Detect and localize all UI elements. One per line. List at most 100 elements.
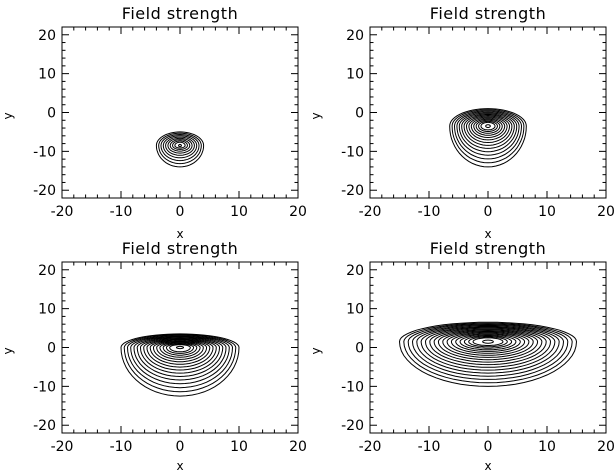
contour-line — [155, 131, 205, 168]
contour-line — [463, 114, 513, 146]
panel-title: Field strength — [122, 239, 238, 258]
x-tick-labels: -20 -10 0 10 20 — [51, 439, 307, 455]
x-tick-label: 0 — [484, 439, 493, 455]
tick-marks — [61, 261, 299, 434]
contour-line — [159, 342, 201, 358]
x-tick-labels: -20 -10 0 10 20 — [359, 204, 615, 220]
contour-line — [146, 339, 214, 368]
contour-line — [450, 332, 526, 354]
contour-line — [468, 116, 508, 141]
contour-lines — [398, 321, 578, 387]
plot-frame — [61, 26, 299, 199]
x-tick-label: -20 — [51, 439, 74, 455]
contour-line — [433, 329, 543, 363]
contour-line — [456, 111, 520, 156]
y-tick-label: 0 — [47, 106, 56, 122]
y-tick-labels: -20 -10 0 10 20 — [341, 263, 364, 434]
x-axis-label: x — [176, 459, 183, 472]
x-axis-label: x — [484, 227, 491, 241]
contour-line — [162, 135, 198, 159]
y-tick-label: 0 — [355, 106, 364, 122]
contour-line — [478, 120, 498, 132]
contour-line — [178, 143, 182, 148]
contour-line — [169, 139, 191, 152]
y-tick-label: 10 — [346, 302, 364, 318]
contour-line — [446, 331, 530, 356]
y-tick-label: 10 — [38, 67, 56, 83]
y-tick-label: 10 — [38, 302, 56, 318]
plot-frame — [61, 261, 299, 434]
x-tick-label: 0 — [176, 439, 185, 455]
contour-line — [160, 133, 200, 162]
contour-line — [468, 336, 508, 348]
y-tick-label: 20 — [38, 263, 56, 279]
contour-line — [172, 140, 188, 150]
x-tick-label: -20 — [51, 204, 74, 220]
y-tick-label: -10 — [341, 144, 364, 160]
contour-line — [416, 325, 560, 374]
y-tick-labels: -20 -10 0 10 20 — [341, 28, 364, 199]
x-axis-label: x — [484, 459, 491, 472]
y-axis-label: y — [1, 112, 15, 119]
contour-line — [398, 321, 578, 387]
x-tick-label: -10 — [418, 439, 441, 455]
x-tick-label: 20 — [289, 204, 307, 220]
x-tick-label: 20 — [597, 204, 615, 220]
contour-line — [424, 327, 552, 368]
contour-lines — [449, 108, 527, 168]
contour-line — [123, 334, 237, 393]
contour-line — [133, 336, 227, 381]
x-tick-labels: -20 -10 0 10 20 — [359, 439, 615, 455]
contour-line — [451, 109, 525, 164]
y-tick-label: -20 — [341, 418, 364, 434]
contour-line — [407, 323, 569, 380]
contour-line — [167, 137, 193, 154]
y-tick-label: -10 — [341, 379, 364, 395]
y-tick-label: -20 — [33, 418, 56, 434]
contour-line — [470, 117, 506, 139]
panel-top-right: Field strength -20 -10 0 10 20 -20 -10 0… — [309, 4, 615, 241]
contour-line — [139, 337, 221, 374]
panel-bottom-right: Field strength -20 -10 0 10 20 -20 -10 0… — [309, 239, 615, 472]
x-tick-label: 10 — [230, 439, 248, 455]
contour-line — [480, 121, 496, 131]
x-tick-label: 10 — [538, 204, 556, 220]
contour-line — [472, 337, 504, 346]
tick-marks — [369, 26, 607, 199]
x-tick-label: 20 — [597, 439, 615, 455]
contour-line — [169, 344, 191, 353]
contour-line — [156, 341, 204, 360]
contour-lines — [155, 131, 205, 168]
y-tick-label: -20 — [33, 183, 56, 199]
x-tick-label: 0 — [484, 204, 493, 220]
contour-line — [176, 345, 184, 350]
contour-line — [459, 334, 517, 351]
contour-line — [437, 329, 539, 361]
x-tick-label: 10 — [230, 204, 248, 220]
contour-line — [453, 110, 523, 160]
contour-line — [485, 124, 491, 128]
contour-line — [162, 342, 198, 356]
contour-line — [461, 113, 515, 149]
y-tick-label: 10 — [346, 67, 364, 83]
contour-line — [449, 108, 527, 168]
panel-title: Field strength — [430, 4, 546, 23]
contour-line — [420, 326, 556, 371]
contour-line — [411, 324, 565, 377]
x-axis-label: x — [176, 227, 183, 241]
panel-bottom-left: Field strength -20 -10 0 10 20 -20 -10 0… — [1, 239, 307, 472]
contour-line — [475, 119, 501, 134]
y-tick-label: 0 — [47, 341, 56, 357]
contour-line — [482, 339, 494, 344]
y-tick-label: -10 — [33, 379, 56, 395]
contour-line — [149, 339, 211, 365]
tick-marks — [61, 26, 299, 199]
x-tick-label: -20 — [359, 204, 382, 220]
contour-line — [442, 330, 534, 358]
x-tick-label: -10 — [418, 204, 441, 220]
contour-line — [429, 328, 547, 366]
panel-title: Field strength — [430, 239, 546, 258]
y-tick-label: 0 — [355, 341, 364, 357]
y-tick-label: -10 — [33, 144, 56, 160]
